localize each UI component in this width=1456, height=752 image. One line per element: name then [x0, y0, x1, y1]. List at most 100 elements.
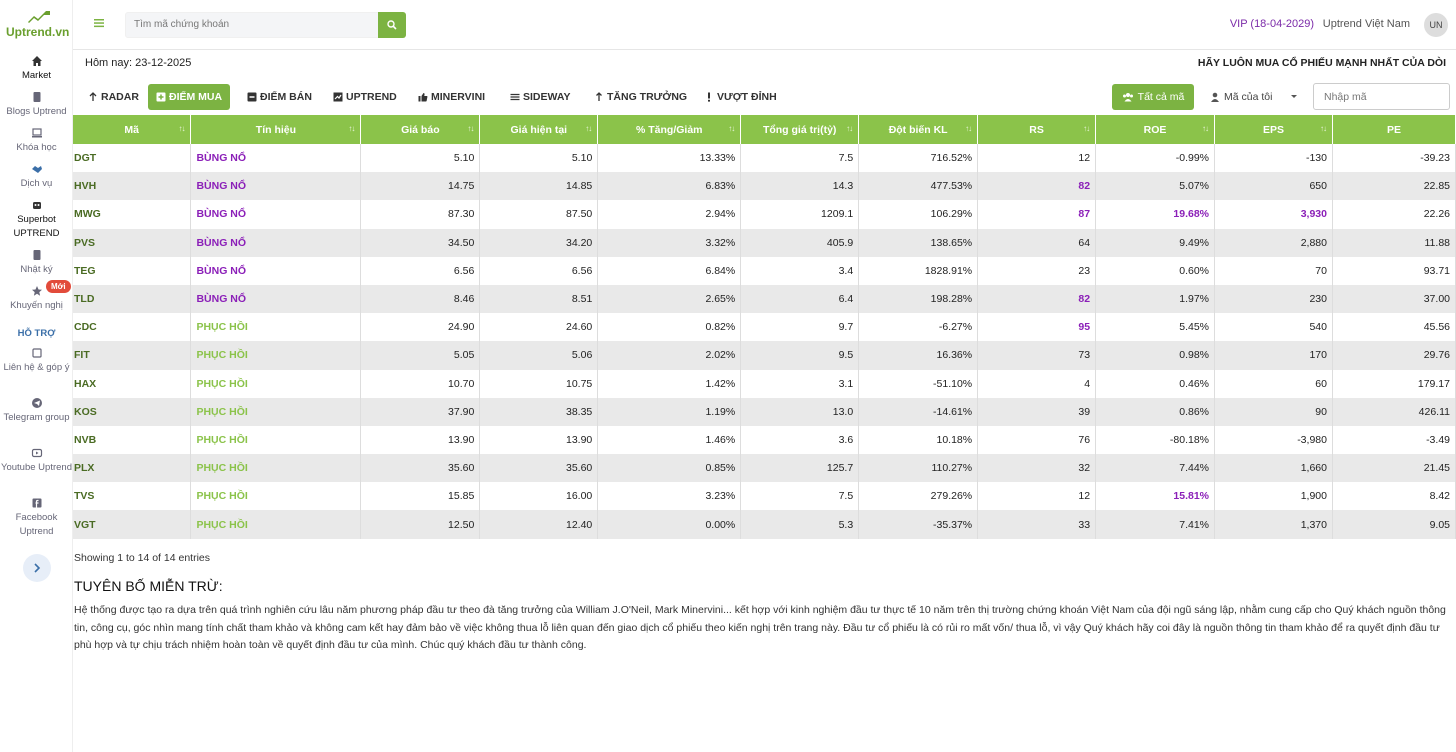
table-row[interactable]: NVB PHỤC HỒI 13.90 13.90 1.46% 3.6 10.18% 76 -80…: [73, 425, 1456, 455]
value-cell: 279.26%: [858, 482, 979, 511]
value-cell: 8.51: [479, 284, 599, 314]
value-cell: 5.45%: [1095, 313, 1216, 342]
stock-code[interactable]: DGT: [73, 144, 192, 173]
sidebar-item-journal[interactable]: Nhật ký: [0, 249, 73, 277]
table-row[interactable]: KOS PHỤC HỒI 37.90 38.35 1.19% 13.0 -14.61% 39 0…: [73, 397, 1456, 426]
search-button[interactable]: [378, 12, 406, 38]
stock-code[interactable]: TEG: [73, 256, 192, 285]
sort-icon: ↑↓: [348, 124, 355, 133]
sidebar-item-label: Nhật ký: [20, 264, 53, 275]
sort-icon: ↑↓: [178, 124, 185, 133]
slogan: HÃY LUÔN MUA CỔ PHIẾU MẠNH NHẤT CỦA DÒI: [1197, 57, 1446, 69]
sidebar-item-blogs[interactable]: Blogs Uptrend: [0, 91, 73, 119]
tab-sideway[interactable]: SIDEWAY: [502, 84, 578, 110]
value-cell: 426.11: [1332, 397, 1456, 426]
signal-cell: PHỤC HỒI: [190, 397, 362, 426]
column-header[interactable]: Đột biến KL ↑↓: [858, 115, 979, 144]
tab-breakout[interactable]: VƯỢT ĐỈNH: [696, 84, 785, 110]
stock-code[interactable]: TLD: [73, 284, 192, 314]
sidebar-item-youtube[interactable]: Youtube Uptrend: [0, 447, 73, 475]
sidebar-item-recommend[interactable]: Khuyến nghị: [0, 285, 73, 313]
all-codes-button[interactable]: Tất cả mã: [1112, 84, 1194, 110]
table-row[interactable]: MWG BÙNG NỔ 87.30 87.50 2.94% 1209.1 106.29% 87…: [73, 200, 1456, 229]
stock-code[interactable]: PLX: [73, 454, 192, 483]
logo[interactable]: Uptrend.vn: [6, 8, 69, 42]
stock-code[interactable]: NVB: [73, 425, 192, 455]
stock-code[interactable]: PVS: [73, 228, 192, 257]
value-cell: -39.23: [1332, 144, 1456, 173]
value-cell: 198.28%: [858, 284, 979, 314]
column-header[interactable]: RS ↑↓: [977, 115, 1097, 144]
sidebar-item-contact[interactable]: Liên hệ & góp ý: [0, 347, 73, 375]
table-row[interactable]: TVS PHỤC HỒI 15.85 16.00 3.23% 7.5 279.26% 12 15…: [73, 482, 1456, 511]
table-row[interactable]: HVH BÙNG NỔ 14.75 14.85 6.83% 14.3 477.53% 82 5.…: [73, 172, 1456, 201]
tab-buy-point[interactable]: ĐIỂM MUA: [148, 84, 231, 110]
column-header[interactable]: ROE ↑↓: [1095, 115, 1216, 144]
column-label: Tổng giá trị(tỷ): [762, 123, 837, 136]
stock-code[interactable]: HAX: [73, 369, 192, 398]
users-icon: [1122, 93, 1133, 102]
column-header[interactable]: Giá báo ↑↓: [360, 115, 481, 144]
stock-code[interactable]: VGT: [73, 510, 192, 539]
sidebar-item-label: Khóa học: [16, 142, 57, 153]
value-cell: 60: [1214, 369, 1333, 398]
menu-icon[interactable]: [93, 17, 105, 29]
value-cell: 6.84%: [597, 256, 742, 285]
user-name[interactable]: Uptrend Việt Nam: [1322, 18, 1410, 30]
search-input[interactable]: Tìm mã chứng khoán: [125, 12, 379, 38]
code-input[interactable]: Nhập mã: [1313, 83, 1450, 110]
tab-growth[interactable]: TĂNG TRƯỞNG: [586, 84, 695, 110]
column-label: Giá báo: [401, 123, 440, 136]
sidebar-item-market[interactable]: Market: [0, 55, 73, 83]
value-cell: 34.20: [479, 228, 599, 257]
column-header[interactable]: Tổng giá trị(tỷ) ↑↓: [740, 115, 860, 144]
stock-code[interactable]: KOS: [73, 397, 192, 426]
value-cell: 13.90: [479, 425, 599, 455]
table-row[interactable]: TLD BÙNG NỔ 8.46 8.51 2.65% 6.4 198.28% 82 1.97%…: [73, 284, 1456, 314]
value-cell: 16.36%: [858, 341, 979, 370]
plus-square-icon: [156, 92, 166, 102]
column-header[interactable]: % Tăng/Giảm ↑↓: [597, 115, 742, 144]
value-cell: 11.88: [1332, 228, 1456, 257]
value-cell: 76: [977, 425, 1097, 455]
column-header[interactable]: PE: [1332, 115, 1456, 144]
table-row[interactable]: DGT BÙNG NỔ 5.10 5.10 13.33% 7.5 716.52% 12 -0.9…: [73, 144, 1456, 173]
my-codes-dropdown[interactable]: Mã của tôi: [1206, 84, 1306, 110]
tab-radar[interactable]: RADAR: [80, 84, 147, 110]
disclaimer-body: Hệ thống được tạo ra dựa trên quá trình …: [74, 604, 1446, 651]
sidebar-item-courses[interactable]: Khóa học: [0, 127, 73, 155]
value-cell: 106.29%: [858, 200, 979, 229]
sidebar-expand-button[interactable]: [23, 554, 51, 582]
sidebar-item-facebook[interactable]: Facebook Uptrend: [0, 497, 73, 539]
column-header[interactable]: Tín hiệu ↑↓: [190, 115, 362, 144]
avatar[interactable]: UN: [1424, 13, 1448, 37]
value-cell: 9.49%: [1095, 228, 1216, 257]
table-row[interactable]: PLX PHỤC HỒI 35.60 35.60 0.85% 125.7 110.27% 32…: [73, 454, 1456, 483]
value-cell: 0.60%: [1095, 256, 1216, 285]
tab-minervini[interactable]: MINERVINI: [410, 84, 493, 110]
table-row[interactable]: TEG BÙNG NỔ 6.56 6.56 6.84% 3.4 1828.91% 23 0.60…: [73, 256, 1456, 285]
sort-icon: ↑↓: [1083, 124, 1090, 133]
column-header[interactable]: Mã ↑↓: [73, 115, 192, 144]
column-header[interactable]: Giá hiện tại ↑↓: [479, 115, 599, 144]
column-header[interactable]: EPS ↑↓: [1214, 115, 1333, 144]
tab-sell-point[interactable]: ĐIỂM BÁN: [239, 84, 320, 110]
tab-uptrend[interactable]: UPTREND: [325, 84, 405, 110]
table-row[interactable]: PVS BÙNG NỔ 34.50 34.20 3.32% 405.9 138.65% 64 9…: [73, 228, 1456, 257]
stock-code[interactable]: MWG: [73, 200, 192, 229]
sidebar-item-superbot[interactable]: Superbot UPTREND: [0, 199, 73, 241]
stock-code[interactable]: TVS: [73, 482, 192, 511]
value-cell: 38.35: [479, 397, 599, 426]
value-cell: 3.32%: [597, 228, 742, 257]
table-row[interactable]: CDC PHỤC HỒI 24.90 24.60 0.82% 9.7 -6.27% 95 5.4…: [73, 313, 1456, 342]
table-row[interactable]: FIT PHỤC HỒI 5.05 5.06 2.02% 9.5 16.36% 73 0.98%…: [73, 341, 1456, 370]
table-row[interactable]: VGT PHỤC HỒI 12.50 12.40 0.00% 5.3 -35.37% 33 7.…: [73, 510, 1456, 539]
value-cell: 1209.1: [740, 200, 860, 229]
table-row[interactable]: HAX PHỤC HỒI 10.70 10.75 1.42% 3.1 -51.10% 4 0.4…: [73, 369, 1456, 398]
column-label: EPS: [1262, 123, 1284, 136]
sidebar-item-services[interactable]: Dịch vụ: [0, 163, 73, 191]
stock-code[interactable]: FIT: [73, 341, 192, 370]
stock-code[interactable]: HVH: [73, 172, 192, 201]
stock-code[interactable]: CDC: [73, 313, 192, 342]
sidebar-item-telegram[interactable]: Telegram group: [0, 397, 73, 425]
